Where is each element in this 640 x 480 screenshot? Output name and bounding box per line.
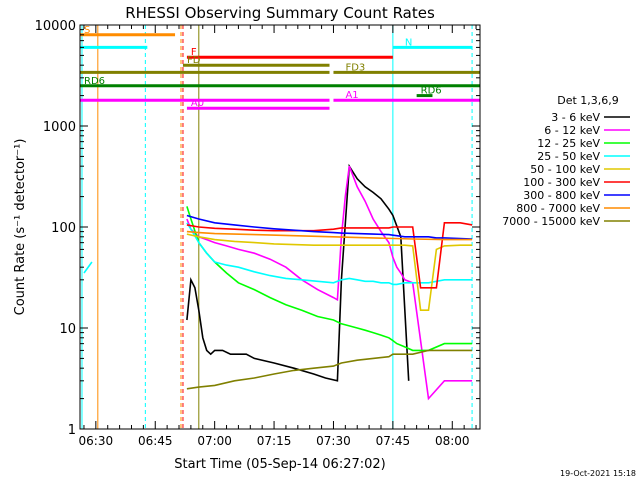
legend-label-8: 7000 - 15000 keV — [502, 215, 600, 228]
legend-label-0: 3 - 6 keV — [551, 111, 600, 124]
x-tick-label-3: 07:15 — [257, 434, 292, 448]
series-line-5 — [186, 222, 473, 289]
x-tick-label-6: 08:00 — [435, 434, 470, 448]
chart-title: RHESSI Observing Summary Count Rates — [125, 4, 435, 22]
y-tick-label-0: 1 — [68, 423, 76, 438]
series-line-7 — [186, 230, 473, 241]
annotation-label-4: FD3 — [345, 62, 365, 73]
series-lines — [83, 163, 473, 401]
annotation-label-5: RD6 — [84, 76, 105, 87]
annotation-label-1: N — [405, 37, 412, 48]
annotation-label-3: FD — [187, 55, 201, 66]
annotation-label-0: S — [84, 25, 90, 36]
state-annotations: S N FFD FD3 RD6 RD6 A1 A0 — [80, 25, 480, 110]
series-line-1 — [186, 165, 473, 401]
x-axis-label: Start Time (05-Sep-14 06:27:02) — [174, 457, 385, 472]
x-tick-label-5: 07:45 — [376, 434, 411, 448]
legend-label-3: 25 - 50 keV — [537, 150, 600, 163]
y-axis-label: Count Rate (s⁻¹ detector⁻¹) — [13, 139, 28, 316]
series-line-3 — [83, 222, 473, 286]
y-tick-label-1: 10 — [59, 322, 76, 337]
legend-label-5: 100 - 300 keV — [523, 176, 600, 189]
legend-label-6: 300 - 800 keV — [523, 189, 600, 202]
legend-label-2: 12 - 25 keV — [537, 137, 600, 150]
series-line-6 — [186, 214, 473, 240]
annotation-label-6: RD6 — [421, 86, 442, 97]
x-tick-label-0: 06:30 — [79, 434, 114, 448]
y-tick-label-3: 1000 — [43, 120, 76, 135]
series-line-8 — [186, 349, 473, 390]
timestamp: 19-Oct-2021 15:18 — [560, 469, 636, 478]
annotation-label-2: F — [191, 47, 197, 58]
y-tick-label-4: 10000 — [35, 19, 76, 34]
series-line-4 — [186, 233, 473, 311]
series-line-2 — [186, 206, 473, 352]
annotation-label-8: A0 — [191, 98, 204, 109]
y-tick-label-2: 100 — [51, 221, 76, 236]
legend-label-1: 6 - 12 keV — [544, 124, 600, 137]
x-tick-label-1: 06:45 — [138, 434, 173, 448]
legend-header: Det 1,3,6,9 — [557, 94, 619, 107]
annotation-label-7: A1 — [345, 90, 358, 101]
x-tick-label-4: 07:30 — [316, 434, 351, 448]
legend-label-4: 50 - 100 keV — [530, 163, 600, 176]
axes: 06:30 06:45 07:00 07:15 07:30 07:45 08:00 1 10 10… — [35, 19, 480, 448]
legend-label-7: 800 - 7000 keV — [516, 202, 600, 215]
x-tick-label-2: 07:00 — [197, 434, 232, 448]
series-line-0 — [186, 163, 410, 382]
